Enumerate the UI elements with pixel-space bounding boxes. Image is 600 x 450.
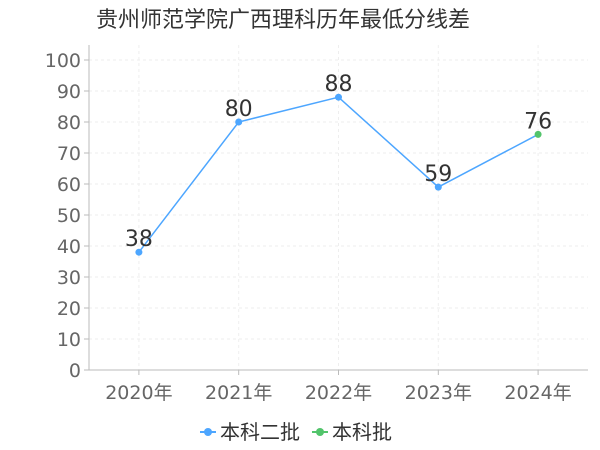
y-tick-label: 0 (69, 360, 81, 382)
data-label: 88 (325, 72, 353, 97)
y-tick-label: 70 (57, 143, 81, 165)
series-points (135, 93, 542, 256)
legend-marker (316, 428, 324, 436)
legend-marker (204, 428, 212, 436)
y-tick-label: 80 (57, 112, 81, 134)
legend-item[interactable]: 本科二批 (200, 420, 300, 444)
chart-title: 贵州师范学院广西理科历年最低分线差 (96, 8, 470, 33)
y-tick-label: 20 (57, 298, 81, 320)
legend-label: 本科批 (332, 420, 392, 444)
data-labels: 38 80 88 59 76 (125, 72, 552, 252)
y-tick-label: 50 (57, 205, 81, 227)
y-tick-label: 100 (45, 50, 81, 72)
data-point[interactable] (335, 93, 342, 101)
data-point[interactable] (534, 130, 542, 138)
axes: 0 10 20 30 40 50 60 70 80 90 100 2020年 2021年 2022年 202… (45, 45, 588, 404)
x-tick-label: 2022年 (305, 382, 372, 404)
grid-lines (89, 45, 588, 371)
x-tick-label: 2023年 (405, 382, 472, 404)
data-point[interactable] (434, 183, 442, 191)
x-tick-label: 2021年 (205, 382, 272, 404)
x-tick-label: 2024年 (504, 382, 571, 404)
data-label: 38 (125, 227, 153, 252)
data-label: 59 (424, 162, 452, 187)
series-line (138, 96, 539, 253)
data-label: 76 (524, 109, 552, 134)
y-tick-label: 60 (57, 174, 81, 196)
y-tick-label: 10 (57, 329, 81, 351)
y-tick-label: 30 (57, 267, 81, 289)
legend-label: 本科二批 (220, 420, 300, 444)
legend-item[interactable]: 本科批 (312, 420, 392, 444)
data-point[interactable] (135, 248, 143, 256)
y-tick-label: 90 (57, 81, 81, 103)
series-lines (138, 96, 539, 253)
data-point[interactable] (235, 118, 243, 126)
x-tick-label: 2020年 (105, 382, 172, 404)
y-tick-label: 40 (57, 236, 81, 258)
data-label: 80 (225, 97, 253, 122)
legend[interactable]: 本科二批 本科批 (200, 420, 392, 444)
